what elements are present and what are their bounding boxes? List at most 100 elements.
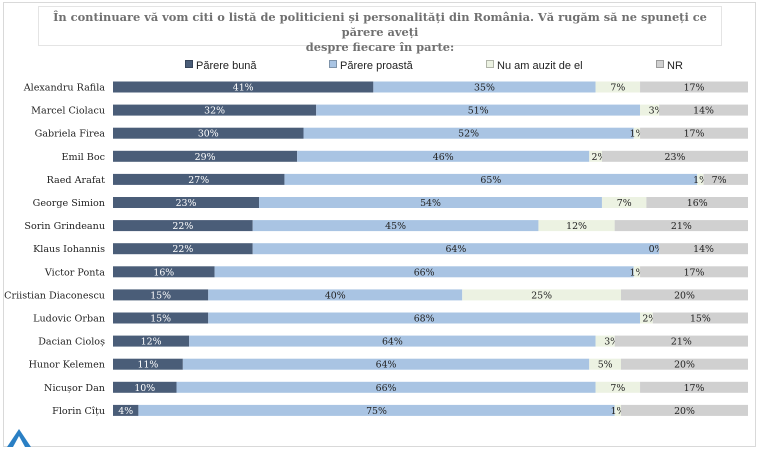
value-label-parere-buna-florin-citu: 4% bbox=[118, 406, 133, 417]
bar-parere-buna-ludovic-orban bbox=[113, 312, 209, 324]
category-label-hunor-kelemen: Hunor Kelemen bbox=[29, 360, 105, 371]
value-label-nr-dacian-ciolos: 21% bbox=[671, 337, 692, 348]
value-label-nu-am-auzit-de-el-george-simion: 7% bbox=[617, 198, 632, 209]
value-label-parere-proasta-sorin-grindeanu: 45% bbox=[385, 221, 406, 232]
category-label-dacian-ciolos: Dacian Cioloș bbox=[38, 337, 105, 348]
bar-parere-buna-victor-ponta bbox=[113, 266, 215, 278]
value-label-parere-proasta-gabriela-firea: 52% bbox=[458, 129, 479, 140]
value-label-nu-am-auzit-de-el-raed-arafat: 1% bbox=[693, 175, 708, 186]
value-label-parere-proasta-dacian-ciolos: 64% bbox=[382, 337, 403, 348]
value-label-nu-am-auzit-de-el-sorin-grindeanu: 12% bbox=[566, 221, 587, 232]
bar-parere-buna-criistian-diaconescu bbox=[113, 289, 209, 301]
legend-swatch-nu-am-auzit bbox=[486, 60, 494, 68]
bar-parere-buna-gabriela-firea bbox=[113, 127, 304, 139]
bar-nr-nicusor-dan bbox=[640, 381, 748, 393]
bar-nu-am-auzit-de-el-hunor-kelemen bbox=[589, 358, 621, 370]
bar-parere-proasta-florin-citu bbox=[138, 404, 615, 416]
value-label-parere-proasta-ludovic-orban: 68% bbox=[414, 314, 435, 325]
value-label-nu-am-auzit-de-el-florin-citu: 1% bbox=[611, 406, 626, 417]
legend-swatch-parere-proasta bbox=[329, 60, 337, 68]
legend-label-nr: NR bbox=[667, 60, 683, 72]
value-label-parere-buna-marcel-ciolacu: 32% bbox=[204, 106, 225, 117]
value-label-parere-buna-hunor-kelemen: 11% bbox=[138, 360, 159, 371]
value-label-nr-ludovic-orban: 15% bbox=[690, 314, 711, 325]
bar-nr-klaus-iohannis bbox=[659, 243, 748, 255]
bar-parere-buna-florin-citu bbox=[113, 404, 139, 416]
bar-parere-proasta-sorin-grindeanu bbox=[252, 220, 539, 232]
bar-parere-buna-nicusor-dan bbox=[113, 381, 177, 393]
legend-item-nr: NR bbox=[656, 60, 683, 72]
value-label-parere-buna-george-simion: 23% bbox=[176, 198, 197, 209]
bar-parere-proasta-dacian-ciolos bbox=[189, 335, 596, 347]
bar-nu-am-auzit-de-el-george-simion bbox=[601, 197, 647, 208]
value-label-parere-proasta-hunor-kelemen: 64% bbox=[376, 360, 397, 371]
value-label-parere-buna-gabriela-firea: 30% bbox=[198, 129, 219, 140]
value-label-parere-proasta-nicusor-dan: 66% bbox=[376, 383, 397, 394]
category-label-george-simion: George Simion bbox=[33, 198, 105, 209]
value-label-parere-proasta-alexandru-rafila: 35% bbox=[474, 83, 495, 94]
category-label-sorin-grindeanu: Sorin Grindeanu bbox=[24, 221, 105, 232]
category-label-victor-ponta: Victor Ponta bbox=[44, 267, 105, 278]
bar-nr-ludovic-orban bbox=[652, 312, 748, 324]
category-label-nicusor-dan: Nicușor Dan bbox=[44, 383, 105, 394]
value-label-nr-criistian-diaconescu: 20% bbox=[674, 290, 695, 301]
bar-nr-alexandru-rafila bbox=[640, 81, 748, 93]
bar-parere-buna-sorin-grindeanu bbox=[113, 220, 253, 232]
bar-parere-proasta-george-simion bbox=[259, 197, 602, 208]
value-label-parere-proasta-marcel-ciolacu: 51% bbox=[468, 106, 489, 117]
bar-nr-emil-boc bbox=[601, 150, 748, 162]
bar-parere-proasta-klaus-iohannis bbox=[252, 243, 660, 255]
value-label-nu-am-auzit-de-el-ludovic-orban: 2% bbox=[642, 314, 657, 325]
value-label-parere-buna-raed-arafat: 27% bbox=[188, 175, 209, 186]
bar-nr-george-simion bbox=[646, 197, 748, 208]
category-label-criistian-diaconescu: Criistian Diaconescu bbox=[4, 290, 105, 301]
value-label-parere-proasta-criistian-diaconescu: 40% bbox=[325, 290, 346, 301]
bar-parere-proasta-nicusor-dan bbox=[176, 381, 596, 393]
category-label-florin-citu: Florin Cîțu bbox=[52, 406, 105, 417]
value-label-parere-proasta-victor-ponta: 66% bbox=[414, 267, 435, 278]
value-label-nr-alexandru-rafila: 17% bbox=[684, 83, 705, 94]
bar-nu-am-auzit-de-el-nicusor-dan bbox=[595, 381, 641, 393]
bar-nr-victor-ponta bbox=[640, 266, 748, 278]
legend-swatch-parere-buna bbox=[185, 60, 193, 68]
value-label-parere-buna-klaus-iohannis: 22% bbox=[172, 244, 193, 255]
category-label-raed-arafat: Raed Arafat bbox=[47, 175, 106, 186]
value-label-nu-am-auzit-de-el-dacian-ciolos: 3% bbox=[604, 337, 619, 348]
category-label-ludovic-orban: Ludovic Orban bbox=[33, 314, 105, 325]
value-label-parere-proasta-florin-citu: 75% bbox=[366, 406, 387, 417]
legend-item-parere-proasta: Părere proastă bbox=[329, 60, 413, 72]
value-label-parere-proasta-raed-arafat: 65% bbox=[480, 175, 501, 186]
bar-parere-buna-alexandru-rafila bbox=[113, 81, 374, 93]
bar-parere-buna-emil-boc bbox=[113, 150, 298, 162]
legend-label-parere-proasta: Părere proastă bbox=[340, 60, 413, 72]
legend-label-parere-buna: Părere bună bbox=[196, 60, 257, 72]
value-label-nr-klaus-iohannis: 14% bbox=[693, 244, 714, 255]
bar-parere-proasta-raed-arafat bbox=[284, 173, 698, 185]
chart-title: În continuare vă vom citi o listă de pol… bbox=[38, 6, 722, 54]
value-label-nr-george-simion: 16% bbox=[687, 198, 708, 209]
value-label-nr-florin-citu: 20% bbox=[674, 406, 695, 417]
bar-nu-am-auzit-de-el-alexandru-rafila bbox=[595, 81, 641, 93]
value-label-nr-marcel-ciolacu: 14% bbox=[693, 106, 714, 117]
bar-parere-buna-raed-arafat bbox=[113, 173, 285, 185]
category-label-emil-boc: Emil Boc bbox=[62, 152, 106, 163]
bar-parere-buna-george-simion bbox=[113, 197, 260, 208]
value-label-nr-sorin-grindeanu: 21% bbox=[671, 221, 692, 232]
category-label-marcel-ciolacu: Marcel Ciolacu bbox=[31, 106, 105, 117]
bar-parere-buna-hunor-kelemen bbox=[113, 358, 183, 370]
chart-title-line-1: În continuare vă vom citi o listă de pol… bbox=[53, 10, 707, 39]
bar-parere-proasta-marcel-ciolacu bbox=[316, 104, 641, 116]
bar-nu-am-auzit-de-el-gabriela-firea bbox=[633, 127, 641, 139]
value-label-nu-am-auzit-de-el-criistian-diaconescu: 25% bbox=[531, 290, 552, 301]
value-label-nr-hunor-kelemen: 20% bbox=[674, 360, 695, 371]
value-label-parere-buna-nicusor-dan: 10% bbox=[134, 383, 155, 394]
bar-nr-hunor-kelemen bbox=[621, 358, 748, 370]
bar-nu-am-auzit-de-el-raed-arafat bbox=[697, 173, 704, 185]
bar-parere-proasta-alexandru-rafila bbox=[373, 81, 596, 93]
bar-nr-raed-arafat bbox=[703, 173, 748, 185]
value-label-nu-am-auzit-de-el-victor-ponta: 1% bbox=[630, 267, 645, 278]
bar-parere-buna-dacian-ciolos bbox=[113, 335, 190, 347]
bar-nu-am-auzit-de-el-emil-boc bbox=[589, 150, 602, 162]
legend-item-nu-am-auzit: Nu am auzit de el bbox=[486, 60, 583, 72]
